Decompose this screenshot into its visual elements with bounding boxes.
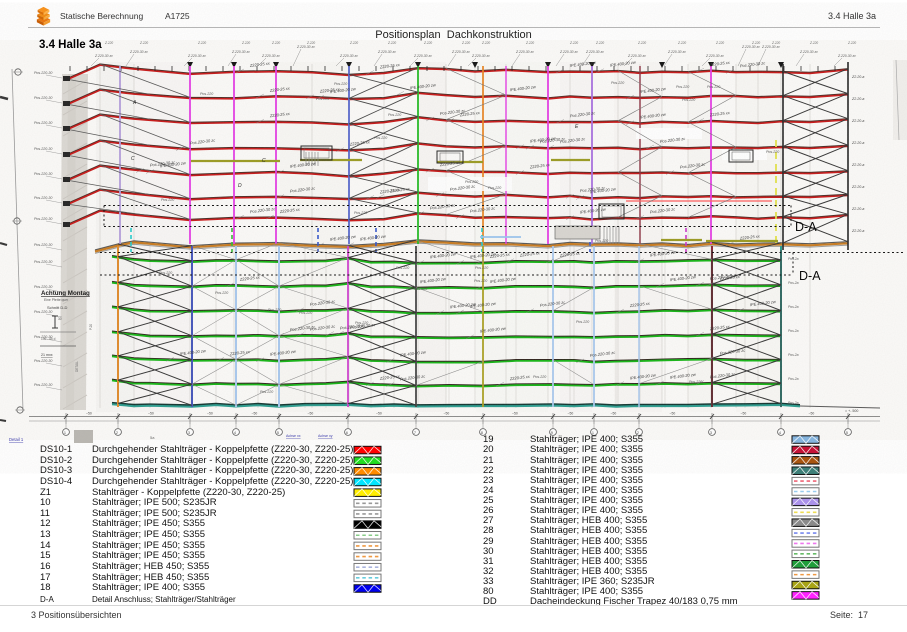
svg-text:Achse xy: Achse xy bbox=[318, 434, 333, 438]
svg-text:Detail 1: Detail 1 bbox=[9, 437, 24, 442]
svg-text:Achse xx: Achse xx bbox=[286, 434, 301, 438]
svg-text:5a: 5a bbox=[150, 435, 155, 440]
